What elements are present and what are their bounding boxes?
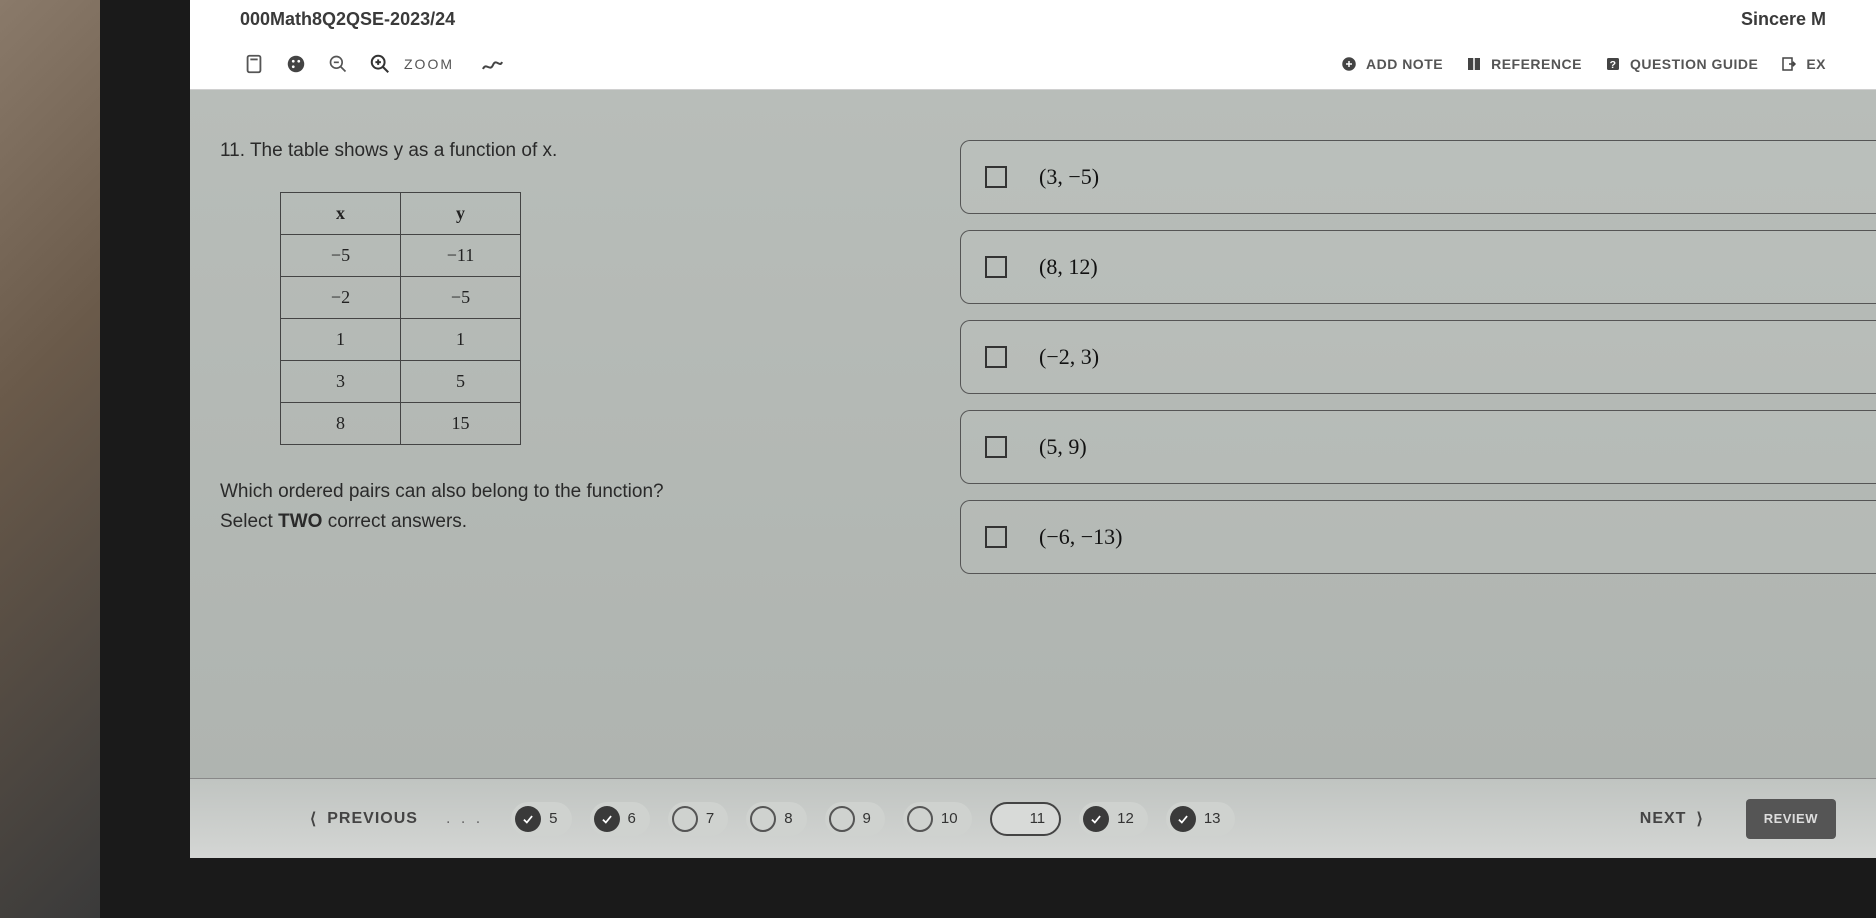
checkbox-icon[interactable] [985,526,1007,548]
table-row: −2−5 [281,277,521,319]
page-header: 000Math8Q2QSE-2023/24 Sincere M [190,0,1876,38]
answer-label: (−6, −13) [1039,524,1122,550]
table-row: −5−11 [281,235,521,277]
question-nav-9[interactable]: 9 [825,802,885,836]
question-nav-number: 9 [863,810,871,827]
question-nav-number: 11 [1030,810,1046,827]
table-header-row: x y [281,193,521,235]
answer-option-5[interactable]: (−6, −13) [960,500,1876,574]
function-table: x y −5−11 −2−5 11 35 815 [280,192,521,445]
instruction: Select TWO correct answers. [220,511,960,533]
check-icon [594,806,620,832]
add-note-button[interactable]: ADD NOTE [1340,55,1443,73]
table-row: 815 [281,403,521,445]
question-guide-button[interactable]: ? QUESTION GUIDE [1604,55,1758,73]
checkbox-icon[interactable] [985,256,1007,278]
question-guide-label: QUESTION GUIDE [1630,56,1758,72]
answer-option-2[interactable]: (8, 12) [960,230,1876,304]
circle-icon [996,806,1022,832]
palette-icon[interactable] [282,50,310,78]
svg-text:?: ? [1610,58,1617,70]
reference-button[interactable]: REFERENCE [1465,55,1582,73]
question-nav-5[interactable]: 5 [511,802,571,836]
question-nav-number: 8 [784,810,792,827]
next-button[interactable]: NEXT ⟩ [1640,809,1704,829]
review-label: REVIEW [1764,811,1818,826]
question-nav-number: 6 [628,810,636,827]
calculator-icon[interactable] [240,50,268,78]
sub-question: Which ordered pairs can also belong to t… [220,481,960,503]
scribble-icon[interactable] [478,50,506,78]
answer-option-3[interactable]: (−2, 3) [960,320,1876,394]
circle-icon [750,806,776,832]
question-nav-number: 10 [941,810,958,827]
col-y: y [401,193,521,235]
question-nav-number: 12 [1117,810,1134,827]
question-nav-number: 13 [1204,810,1221,827]
assessment-title: 000Math8Q2QSE-2023/24 [240,9,455,30]
previous-label: PREVIOUS [327,810,418,828]
question-nav-bar: ⟨ PREVIOUS . . . 5 6 7 8 9 10 11 12 13 NEXT ⟩ RE… [190,778,1876,858]
circle-icon [672,806,698,832]
chevron-right-icon: ⟩ [1696,809,1703,829]
content-area: 11. The table shows y as a function of x… [190,90,1876,858]
exit-label: EX [1806,56,1826,72]
checkbox-icon[interactable] [985,166,1007,188]
next-label: NEXT [1640,810,1687,828]
question-nav-8[interactable]: 8 [746,802,806,836]
answer-option-4[interactable]: (5, 9) [960,410,1876,484]
chevron-left-icon: ⟨ [310,809,317,829]
review-button[interactable]: REVIEW [1746,799,1836,839]
toolbar: ZOOM ADD NOTE REFERENCE ? QUESTION GUIDE… [190,38,1876,90]
question-prompt: The table shows y as a function of x. [250,140,557,161]
question-block: 11. The table shows y as a function of x… [220,140,960,533]
reference-label: REFERENCE [1491,56,1582,72]
check-icon [1083,806,1109,832]
check-icon [1170,806,1196,832]
checkbox-icon[interactable] [985,346,1007,368]
check-icon [515,806,541,832]
question-nav-11[interactable]: 11 [990,802,1062,836]
answer-label: (−2, 3) [1039,344,1099,370]
table-row: 35 [281,361,521,403]
question-nav-12[interactable]: 12 [1079,802,1148,836]
checkbox-icon[interactable] [985,436,1007,458]
question-nav-number: 7 [706,810,714,827]
answer-label: (5, 9) [1039,434,1087,460]
photo-background [0,0,100,918]
app-screen: 000Math8Q2QSE-2023/24 Sincere M ZOOM [190,0,1876,858]
zoom-out-icon[interactable] [324,50,352,78]
previous-button[interactable]: ⟨ PREVIOUS [310,809,418,829]
circle-icon [829,806,855,832]
answer-option-1[interactable]: (3, −5) [960,140,1876,214]
answer-label: (8, 12) [1039,254,1098,280]
question-number: 11. [220,140,245,161]
question-nav-6[interactable]: 6 [590,802,650,836]
question-nav-13[interactable]: 13 [1166,802,1235,836]
add-note-label: ADD NOTE [1366,56,1443,72]
table-row: 11 [281,319,521,361]
question-nav-7[interactable]: 7 [668,802,728,836]
answer-label: (3, −5) [1039,164,1099,190]
ellipsis-icon: . . . [446,810,483,828]
question-nav-number: 5 [549,810,557,827]
question-nav-10[interactable]: 10 [903,802,972,836]
student-name: Sincere M [1741,9,1826,30]
zoom-label: ZOOM [404,56,454,72]
answers-panel: (3, −5) (8, 12) (−2, 3) (5, 9) (−6, −13) [960,140,1876,590]
question-text: 11. The table shows y as a function of x… [220,140,960,162]
zoom-in-icon[interactable] [366,50,394,78]
exit-button[interactable]: EX [1780,55,1826,73]
col-x: x [281,193,401,235]
circle-icon [907,806,933,832]
